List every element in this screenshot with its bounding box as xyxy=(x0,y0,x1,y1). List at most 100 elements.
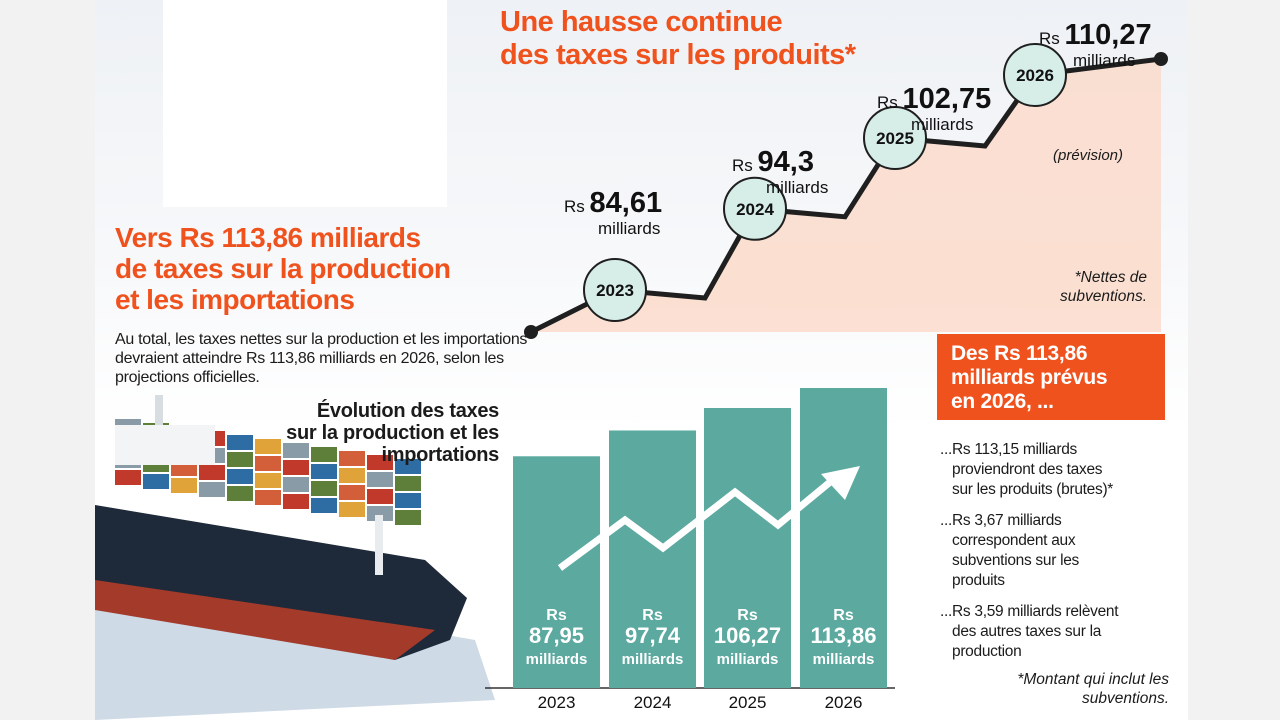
net-of-subsidies-note: *Nettes de subventions. xyxy=(1015,268,1147,306)
bar xyxy=(609,430,696,688)
bar-value-prefix: Rs xyxy=(737,607,758,624)
bar-chart-title-line: importations xyxy=(381,444,499,466)
top-headline: Une hausse continue des taxes sur les pr… xyxy=(500,6,856,72)
line-end-dot xyxy=(1154,52,1168,66)
container-box xyxy=(339,468,365,483)
container-box xyxy=(199,482,225,497)
line-value-unit: milliards xyxy=(911,115,973,134)
bar-value-prefix: Rs xyxy=(642,607,663,624)
bar-value-label: 87,95 xyxy=(529,623,584,648)
container-box xyxy=(283,460,309,475)
container-box xyxy=(367,506,393,521)
container-box xyxy=(255,490,281,505)
note-line: sur les produits (brutes)* xyxy=(952,481,1114,498)
photo-placeholder xyxy=(163,0,447,207)
container-box xyxy=(395,510,421,525)
bar-chart-title: Évolution des taxes sur la production et… xyxy=(215,400,499,466)
year-marker xyxy=(583,258,647,322)
note-first-line: ...Rs 113,15 milliards xyxy=(940,441,1077,458)
container-box xyxy=(227,435,253,450)
ship-crane xyxy=(375,515,383,575)
bar-value-label: 97,74 xyxy=(625,623,681,648)
trend-arrow-line xyxy=(557,475,838,571)
year-marker xyxy=(863,106,927,171)
cargo-ship-illustration xyxy=(95,395,495,720)
ship-mast xyxy=(155,395,163,425)
note-line: produits xyxy=(952,572,1005,589)
value-number: 94,3 xyxy=(758,146,814,178)
infographic: 2023 Rs 84,61 milliards 2024 Rs 94,3 milliard… xyxy=(95,0,1188,720)
container-box xyxy=(227,469,253,484)
bar-value-label: 113,86 xyxy=(810,623,876,648)
forecast-box-line: Des Rs 113,86 xyxy=(951,342,1088,365)
value-prefix: Rs xyxy=(877,93,903,112)
container-box xyxy=(255,473,281,488)
note-line: des autres taxes sur la xyxy=(952,623,1102,640)
bar-category-label: 2026 xyxy=(825,693,863,712)
container-box xyxy=(311,464,337,479)
footnote-line: *Montant qui inclut les xyxy=(1017,671,1169,688)
top-headline-line: Une hausse continue xyxy=(500,6,783,38)
line-value-label: Rs 84,61 xyxy=(564,187,662,219)
note-line: subventions. xyxy=(1059,288,1147,305)
footnote-line: subventions. xyxy=(1081,690,1169,707)
line-value-label: Rs 102,75 xyxy=(877,83,991,115)
note-line: subventions sur les xyxy=(952,552,1079,569)
ship-bridge xyxy=(115,425,215,465)
bar-value-unit: milliards xyxy=(813,651,875,668)
container-box xyxy=(311,447,337,462)
container-box xyxy=(311,498,337,513)
bar xyxy=(704,407,791,688)
bar-category-label: 2025 xyxy=(729,693,767,712)
bar-value-unit: milliards xyxy=(622,651,684,668)
bar-chart-title-line: sur la production et les xyxy=(286,422,499,444)
value-prefix: Rs xyxy=(564,197,590,216)
container-box xyxy=(339,502,365,517)
bar xyxy=(800,388,887,688)
year-marker-label: 2023 xyxy=(596,281,634,300)
year-marker-label: 2024 xyxy=(736,200,774,219)
value-prefix: Rs xyxy=(732,156,758,175)
note-line: proviendront des taxes xyxy=(952,461,1103,478)
container-box xyxy=(283,494,309,509)
bar-value-label: 106,27 xyxy=(714,623,781,648)
line-start-dot xyxy=(524,325,538,339)
note-line: production xyxy=(952,643,1022,660)
value-prefix: Rs xyxy=(1039,29,1065,48)
container-box xyxy=(199,465,225,480)
year-marker-label: 2025 xyxy=(876,129,914,148)
line-value-unit: milliards xyxy=(766,178,828,197)
line-value-unit: milliards xyxy=(598,219,660,238)
container-box xyxy=(339,485,365,500)
main-headline: Vers Rs 113,86 milliards de taxes sur la… xyxy=(115,222,451,315)
container-box xyxy=(395,493,421,508)
value-number: 84,61 xyxy=(590,187,663,219)
year-marker xyxy=(723,176,787,241)
year-marker xyxy=(1003,43,1067,107)
note-first-line: ...Rs 3,67 milliards xyxy=(940,512,1062,529)
container-box xyxy=(395,459,421,474)
line-value-label: Rs 110,27 xyxy=(1039,19,1152,51)
container-box xyxy=(227,486,253,501)
container-box xyxy=(255,439,281,454)
bar-value-unit: milliards xyxy=(717,651,779,668)
bar-category-label: 2023 xyxy=(538,693,576,712)
ship-hull-bottom xyxy=(95,580,435,660)
container-box xyxy=(311,481,337,496)
main-headline-line: Vers Rs 113,86 milliards xyxy=(115,222,421,253)
container-box xyxy=(255,456,281,471)
note-first-line: ...Rs 3,59 milliards relèvent xyxy=(940,603,1119,620)
bar xyxy=(513,456,600,688)
breakdown-note: ...Rs 113,15 milliards proviendront des … xyxy=(940,440,1170,500)
bar-value-unit: milliards xyxy=(526,651,588,668)
container-box xyxy=(143,474,169,489)
main-headline-line: et les importations xyxy=(115,284,355,315)
container-box xyxy=(367,455,393,470)
amount-footnote: *Montant qui inclut les subventions. xyxy=(955,670,1169,708)
forecast-label: (prévision) xyxy=(1053,147,1124,164)
intro-text: Au total, les taxes nettes sur la produc… xyxy=(115,331,528,386)
bar-value-prefix: Rs xyxy=(546,607,567,624)
line-value-label: Rs 94,3 xyxy=(732,146,814,178)
container-box xyxy=(115,470,141,485)
